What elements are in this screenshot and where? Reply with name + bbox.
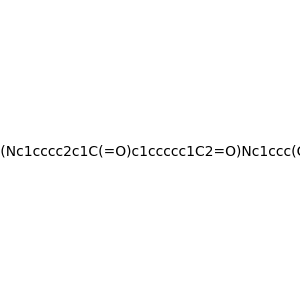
Text: O=C(Nc1cccc2c1C(=O)c1ccccc1C2=O)Nc1ccc(Cl)cc1: O=C(Nc1cccc2c1C(=O)c1ccccc1C2=O)Nc1ccc(C… [0,145,300,158]
